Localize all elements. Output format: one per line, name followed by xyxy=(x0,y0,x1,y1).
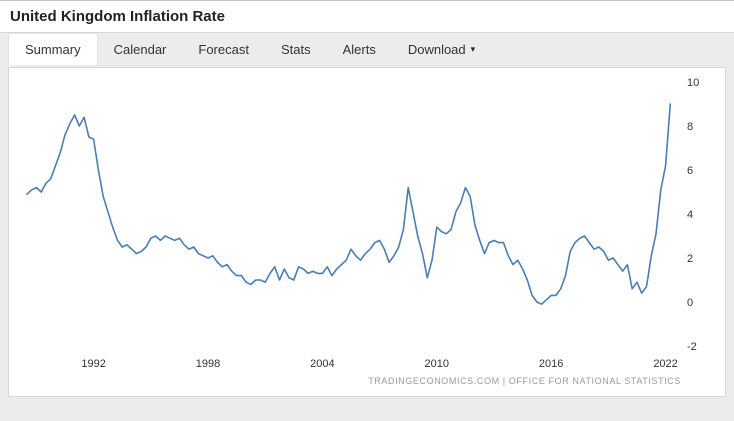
svg-text:2022: 2022 xyxy=(653,358,677,370)
tab-forecast[interactable]: Forecast xyxy=(182,34,265,65)
tab-forecast-label: Forecast xyxy=(198,42,249,57)
tab-calendar[interactable]: Calendar xyxy=(98,34,183,65)
svg-text:1992: 1992 xyxy=(81,358,105,370)
svg-text:8: 8 xyxy=(687,121,693,133)
caret-down-icon: ▾ xyxy=(470,44,476,54)
svg-text:2016: 2016 xyxy=(539,358,563,370)
tab-alerts[interactable]: Alerts xyxy=(327,34,392,65)
tab-alerts-label: Alerts xyxy=(342,42,376,57)
svg-text:10: 10 xyxy=(687,77,699,89)
svg-text:4: 4 xyxy=(687,209,693,221)
svg-text:-2: -2 xyxy=(687,341,697,353)
tab-download[interactable]: Download ▾ xyxy=(392,34,491,65)
tab-bar: Summary Calendar Forecast Stats Alerts D… xyxy=(0,33,734,65)
tab-calendar-label: Calendar xyxy=(113,42,167,57)
svg-text:1998: 1998 xyxy=(196,358,220,370)
svg-text:0: 0 xyxy=(687,297,693,309)
page-header: United Kingdom Inflation Rate xyxy=(0,0,734,33)
tab-summary-label: Summary xyxy=(25,42,81,57)
svg-text:2004: 2004 xyxy=(310,358,334,370)
chart-attribution: TRADINGECONOMICS.COM | OFFICE FOR NATION… xyxy=(368,376,681,386)
page-title: United Kingdom Inflation Rate xyxy=(10,8,225,25)
svg-text:6: 6 xyxy=(687,165,693,177)
tab-summary[interactable]: Summary xyxy=(8,33,98,65)
tab-stats-label: Stats xyxy=(280,42,311,57)
inflation-line-chart: -2 0 2 4 6 8 10 1992 1998 2004 2010 2016 2022 xyxy=(26,77,699,370)
tab-stats[interactable]: Stats xyxy=(265,34,327,65)
chart-panel: -2 0 2 4 6 8 10 1992 1998 2004 2010 2016 2022 TRADIN… xyxy=(8,67,726,397)
tab-download-label: Download xyxy=(407,42,466,57)
svg-text:2: 2 xyxy=(687,253,693,265)
svg-text:2010: 2010 xyxy=(425,358,449,370)
